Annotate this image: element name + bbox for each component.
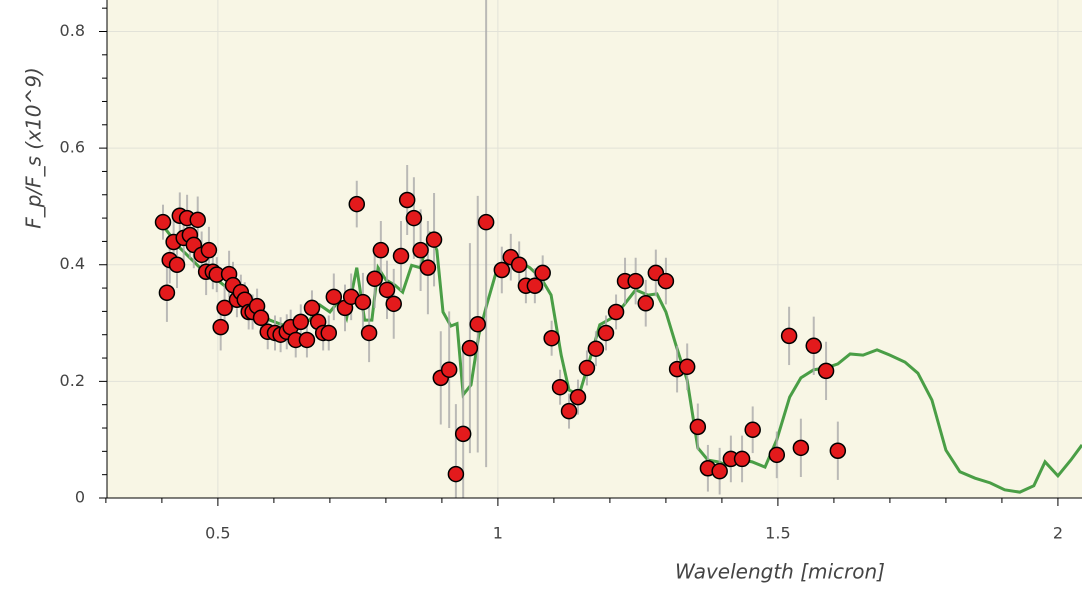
data-point	[398, 191, 416, 209]
data-point	[366, 270, 383, 287]
data-point	[733, 450, 751, 468]
x-tick-label: 2	[1053, 524, 1063, 543]
data-point	[447, 465, 465, 483]
data-point	[526, 277, 544, 294]
x-axis-label: Wavelength [micron]	[675, 560, 885, 584]
data-point	[252, 309, 270, 327]
data-point	[292, 313, 310, 331]
data-point	[637, 294, 654, 312]
data-point	[551, 378, 569, 396]
data-point	[792, 439, 810, 457]
data-point	[200, 241, 218, 259]
data-point	[657, 272, 675, 290]
data-point	[477, 213, 495, 231]
data-point	[829, 442, 847, 460]
data-point	[627, 272, 644, 290]
data-point	[597, 324, 615, 342]
data-point	[378, 281, 396, 299]
data-point	[689, 418, 707, 436]
y-axis-label: F_p/F_s (x10^9)	[22, 67, 46, 229]
data-point	[348, 195, 366, 213]
data-point	[216, 299, 233, 317]
x-tick-label: 1	[493, 524, 503, 543]
data-point	[805, 337, 822, 355]
y-tick-label: 0.2	[60, 371, 85, 390]
data-point	[385, 295, 402, 313]
plot-area	[154, 0, 1082, 498]
data-point	[454, 425, 472, 443]
data-point	[780, 327, 798, 345]
data-point	[534, 264, 551, 282]
data-point	[425, 231, 443, 248]
data-point	[678, 358, 696, 376]
x-tick-label: 0.5	[205, 524, 230, 543]
data-point	[354, 293, 372, 311]
data-point	[360, 324, 378, 342]
data-point	[469, 315, 486, 333]
data-point	[412, 241, 429, 259]
y-tick-label: 0.6	[60, 138, 85, 157]
data-point	[158, 284, 176, 301]
data-point	[325, 288, 343, 306]
data-point	[768, 446, 786, 464]
y-tick-label: 0.4	[60, 254, 85, 273]
data-point	[607, 303, 625, 321]
data-point	[461, 339, 479, 357]
data-point	[587, 340, 605, 357]
data-point	[189, 211, 206, 229]
data-point	[392, 247, 410, 265]
data-point	[569, 388, 587, 406]
data-point	[578, 359, 596, 377]
plot-background	[107, 0, 1082, 498]
data-point	[543, 329, 560, 347]
data-point	[168, 256, 186, 273]
data-point	[154, 213, 172, 231]
model-line	[161, 224, 1082, 494]
data-point	[744, 421, 761, 439]
data-point	[560, 402, 578, 420]
x-tick-label: 1.5	[765, 524, 790, 543]
data-point	[212, 318, 229, 336]
data-point	[372, 241, 390, 259]
y-tick-label: 0	[75, 488, 85, 507]
data-point	[320, 324, 338, 342]
axes	[99, 0, 1082, 506]
data-point	[711, 462, 728, 480]
data-point	[493, 261, 511, 279]
y-tick-label: 0.8	[60, 21, 85, 40]
data-point	[440, 361, 458, 378]
data-point	[303, 299, 321, 317]
data-point	[817, 362, 835, 380]
data-point	[405, 209, 423, 227]
data-point	[510, 256, 528, 273]
data-point	[419, 259, 437, 276]
data-point	[298, 331, 316, 349]
